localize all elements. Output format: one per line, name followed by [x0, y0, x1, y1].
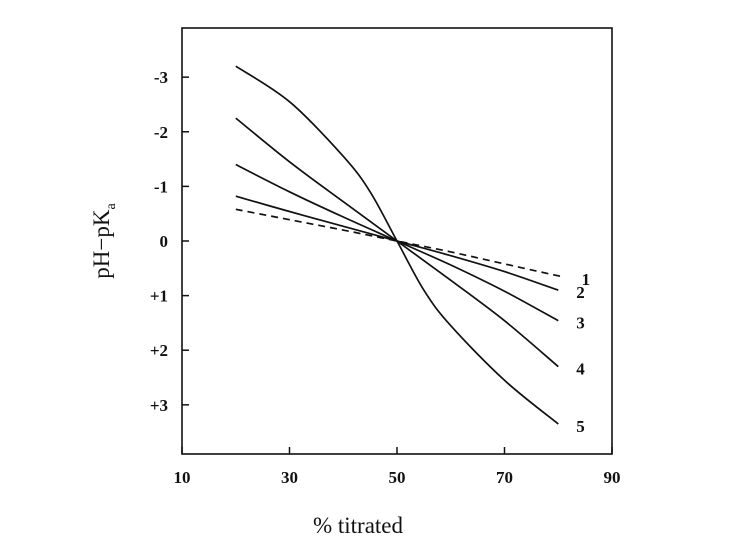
x-tick-label: 10	[174, 468, 191, 487]
series-label-4: 4	[576, 360, 585, 379]
series-label-3: 3	[576, 314, 585, 333]
x-tick-label: 90	[604, 468, 621, 487]
series-label-1: 1	[582, 270, 591, 289]
x-axis-title: % titrated	[313, 513, 404, 538]
x-tick-label: 30	[281, 468, 298, 487]
y-tick-label: -3	[154, 68, 168, 87]
series-labels: 12 3 4 5	[576, 270, 590, 436]
y-axis-ticks: -3 -2 -1 0 +1 +2 +3	[150, 68, 189, 415]
y-tick-label: +3	[150, 396, 168, 415]
y-tick-label: -2	[154, 123, 168, 142]
y-axis-title-main: pH−pK	[89, 209, 114, 279]
y-tick-label: -1	[154, 177, 168, 196]
y-axis-title: pH−pKa	[89, 203, 119, 279]
series-label-5: 5	[576, 417, 585, 436]
series-label-2: 2	[576, 283, 585, 302]
x-tick-label: 50	[389, 468, 406, 487]
series-line-1	[235, 208, 564, 278]
series-line-5	[235, 65, 559, 425]
x-tick-label: 70	[496, 468, 513, 487]
series-line-2	[235, 195, 559, 292]
x-axis-ticks: 10 30 50 70 90	[174, 447, 621, 487]
series-lines	[235, 65, 564, 425]
y-axis-title-subscript: a	[104, 203, 119, 210]
y-tick-label: +1	[150, 287, 168, 306]
y-tick-label: 0	[160, 232, 169, 251]
y-tick-label: +2	[150, 341, 168, 360]
